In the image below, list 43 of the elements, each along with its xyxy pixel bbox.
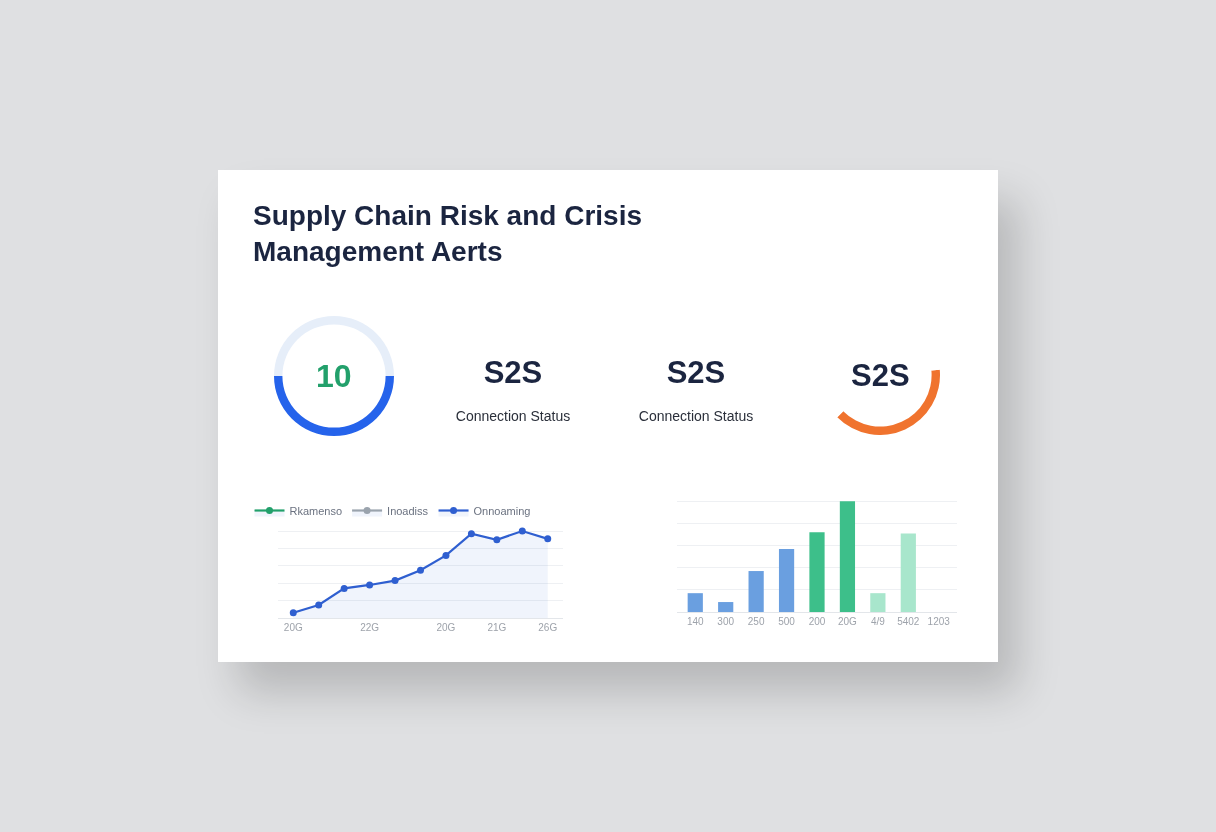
x-tick-label: 200 [808,616,826,627]
x-tick-label: 20G [837,616,858,627]
x-tick-label: 20G [283,622,303,633]
x-tick-label: 22G [360,622,380,633]
x-tick-label: 300 [717,616,735,627]
bar [778,548,795,612]
x-tick-label: 20G [436,622,456,633]
point [340,584,348,592]
legend-label: Rkamenso [289,504,343,517]
text: S2S [482,355,544,391]
point [391,577,399,585]
text: 10 [316,358,352,394]
x-tick-label: 4/9 [870,616,886,627]
x-tick-label: 1203 [927,616,951,627]
text: Supply Chain Risk and Crisis Management Aerts [253,199,643,269]
x-tick-label: 250 [747,616,765,627]
x-tick-label: 140 [686,616,705,627]
bar [687,593,703,612]
x-tick-label: 26G [538,622,558,633]
point [442,551,450,559]
point [493,536,501,544]
bar [839,501,856,612]
point [518,527,526,535]
text: Connection Status [454,408,572,424]
point [544,535,552,543]
bar [809,532,825,612]
point [366,581,374,589]
bar [870,593,886,612]
bar [718,602,734,612]
point [315,601,323,609]
text: S2S [851,358,910,393]
x-tick-label: 21G [487,622,507,633]
text: S2S [665,355,727,391]
point [417,566,424,574]
legend-label: Onnoaming [473,504,531,517]
legend-label: Inoadiss [387,504,429,517]
point [289,609,297,617]
bar [900,533,916,612]
x-tick-label: 5402 [897,616,920,627]
text: Connection Status [637,408,755,424]
bar [748,571,764,612]
point [467,530,475,538]
x-tick-label: 500 [778,616,796,627]
